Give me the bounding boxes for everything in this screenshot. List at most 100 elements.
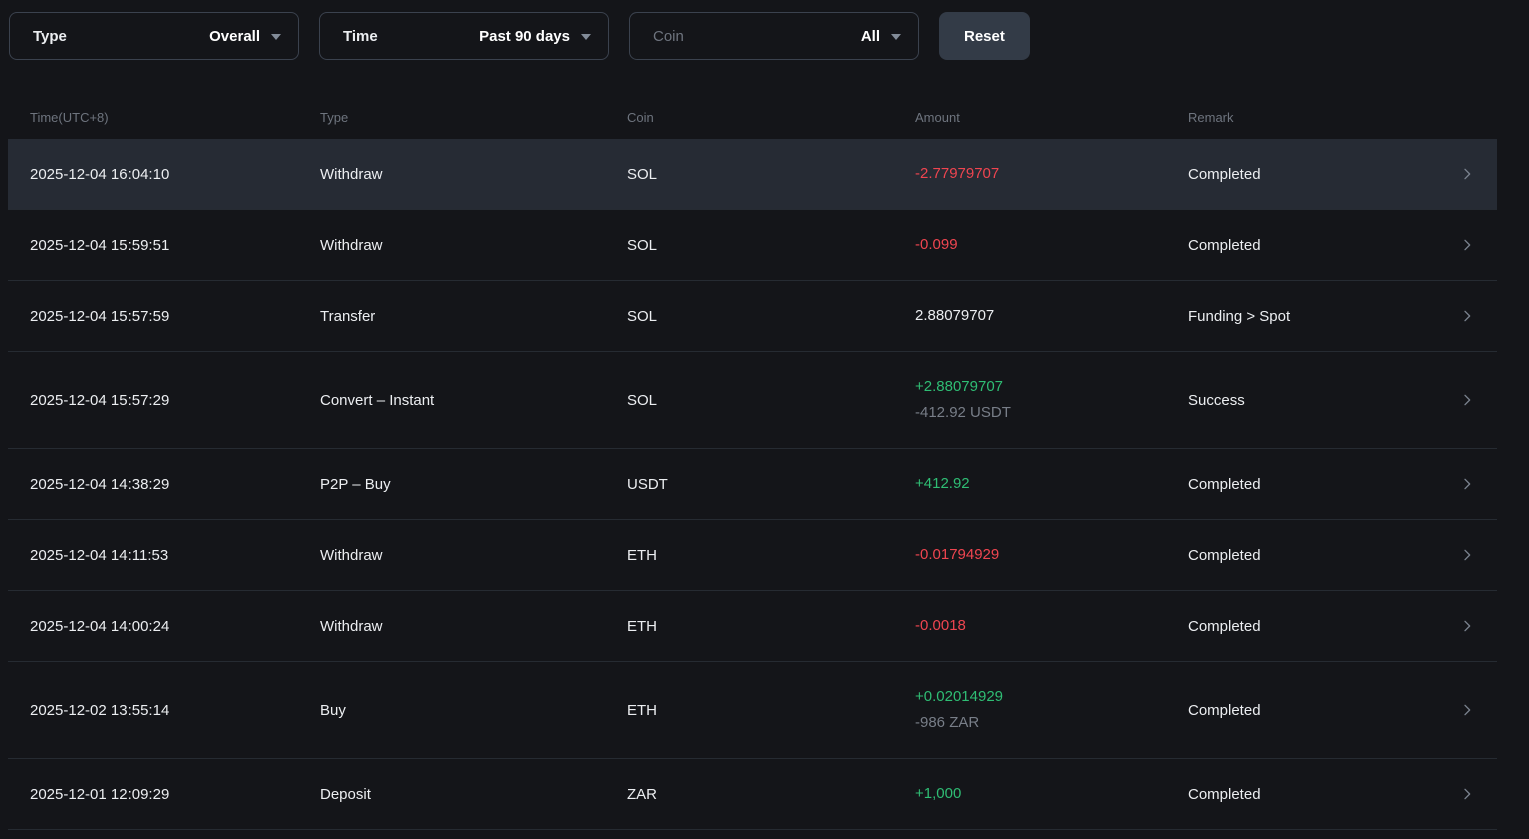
cell-time: 2025-12-04 14:38:29 xyxy=(30,475,170,493)
row-detail-button[interactable] xyxy=(1441,476,1497,492)
filter-time-dropdown[interactable]: Time Past 90 days xyxy=(319,12,609,60)
table-row[interactable]: 2025-12-02 13:55:14 Buy ETH +0.02014929 … xyxy=(8,662,1497,759)
cell-type: Withdraw xyxy=(320,617,383,635)
cell-type: Withdraw xyxy=(320,236,383,254)
cell-time: 2025-12-04 14:00:24 xyxy=(30,617,170,635)
amount-primary: +0.02014929 xyxy=(915,688,1004,705)
amount-primary: -0.099 xyxy=(915,236,958,253)
transaction-table: Time(UTC+8) Type Coin Amount Remark 2025… xyxy=(8,96,1497,830)
cell-time: 2025-12-01 12:09:29 xyxy=(30,785,170,803)
cell-remark: Completed xyxy=(1188,236,1261,254)
reset-button[interactable]: Reset xyxy=(939,12,1030,60)
row-detail-button[interactable] xyxy=(1441,618,1497,634)
chevron-down-icon xyxy=(891,33,901,40)
chevron-down-icon xyxy=(271,33,281,40)
chevron-right-icon xyxy=(1464,549,1471,561)
row-detail-button[interactable] xyxy=(1441,786,1497,802)
cell-type: Buy xyxy=(320,701,346,719)
filter-time-value: Past 90 days xyxy=(479,27,570,45)
table-row[interactable]: 2025-12-04 14:11:53 Withdraw ETH -0.0179… xyxy=(8,520,1497,591)
cell-amount: 2.88079707 xyxy=(915,281,1188,351)
row-detail-button[interactable] xyxy=(1441,166,1497,182)
cell-amount: +1,000 xyxy=(915,759,1188,829)
chevron-right-icon xyxy=(1464,310,1471,322)
cell-time: 2025-12-04 15:59:51 xyxy=(30,236,170,254)
cell-coin: USDT xyxy=(627,475,668,493)
amount-primary: +412.92 xyxy=(915,475,970,492)
chevron-right-icon xyxy=(1464,478,1471,490)
cell-coin: SOL xyxy=(627,307,658,325)
cell-type: Deposit xyxy=(320,785,371,803)
cell-type: Transfer xyxy=(320,307,376,325)
cell-coin: SOL xyxy=(627,165,658,183)
filter-time-label: Time xyxy=(343,27,378,45)
cell-remark: Completed xyxy=(1188,617,1261,635)
amount-primary: -0.0018 xyxy=(915,617,966,634)
row-detail-button[interactable] xyxy=(1441,392,1497,408)
row-detail-button[interactable] xyxy=(1441,702,1497,718)
row-detail-button[interactable] xyxy=(1441,308,1497,324)
cell-coin: ETH xyxy=(627,701,657,719)
cell-coin: SOL xyxy=(627,236,658,254)
chevron-right-icon xyxy=(1464,704,1471,716)
cell-remark: Completed xyxy=(1188,165,1261,183)
cell-type: Withdraw xyxy=(320,165,383,183)
table-row[interactable]: 2025-12-04 14:38:29 P2P – Buy USDT +412.… xyxy=(8,449,1497,520)
amount-primary: -2.77979707 xyxy=(915,165,1000,182)
chevron-right-icon xyxy=(1464,620,1471,632)
cell-time: 2025-12-04 15:57:59 xyxy=(30,307,170,325)
column-header-remark: Remark xyxy=(1188,110,1234,125)
filter-type-value: Overall xyxy=(209,27,260,45)
amount-primary: 2.88079707 xyxy=(915,307,995,324)
chevron-right-icon xyxy=(1464,239,1471,251)
row-detail-button[interactable] xyxy=(1441,237,1497,253)
cell-amount: +412.92 xyxy=(915,449,1188,519)
amount-secondary: -986 ZAR xyxy=(915,714,980,731)
cell-remark: Funding > Spot xyxy=(1188,307,1291,325)
filter-coin-value: All xyxy=(860,27,880,45)
table-header: Time(UTC+8) Type Coin Amount Remark xyxy=(8,96,1497,139)
cell-coin: ETH xyxy=(627,546,657,564)
amount-primary: -0.01794929 xyxy=(915,546,1000,563)
cell-remark: Completed xyxy=(1188,701,1261,719)
table-row[interactable]: 2025-12-04 15:59:51 Withdraw SOL -0.099 … xyxy=(8,210,1497,281)
table-row[interactable]: 2025-12-04 16:04:10 Withdraw SOL -2.7797… xyxy=(8,139,1497,210)
cell-amount: +2.88079707 -412.92 USDT xyxy=(915,352,1188,448)
cell-coin: SOL xyxy=(627,391,658,409)
column-header-coin: Coin xyxy=(627,110,654,125)
cell-amount: -0.01794929 xyxy=(915,520,1188,590)
cell-remark: Success xyxy=(1188,391,1245,409)
cell-amount: -0.099 xyxy=(915,210,1188,280)
filter-coin-dropdown[interactable]: Coin All xyxy=(629,12,919,60)
column-header-time: Time(UTC+8) xyxy=(30,110,109,125)
table-row[interactable]: 2025-12-04 15:57:59 Transfer SOL 2.88079… xyxy=(8,281,1497,352)
column-header-type: Type xyxy=(320,110,349,125)
filter-coin-label: Coin xyxy=(653,27,684,45)
cell-amount: +0.02014929 -986 ZAR xyxy=(915,662,1188,758)
chevron-right-icon xyxy=(1464,168,1471,180)
cell-coin: ZAR xyxy=(627,785,657,803)
cell-type: P2P – Buy xyxy=(320,475,391,493)
cell-remark: Completed xyxy=(1188,475,1261,493)
cell-time: 2025-12-04 14:11:53 xyxy=(30,546,169,564)
chevron-right-icon xyxy=(1464,788,1471,800)
column-header-amount: Amount xyxy=(915,110,960,125)
cell-remark: Completed xyxy=(1188,785,1261,803)
amount-primary: +2.88079707 xyxy=(915,378,1004,395)
amount-primary: +1,000 xyxy=(915,785,962,802)
table-row[interactable]: 2025-12-04 15:57:29 Convert – Instant SO… xyxy=(8,352,1497,449)
cell-time: 2025-12-04 15:57:29 xyxy=(30,391,170,409)
transaction-rows: 2025-12-04 16:04:10 Withdraw SOL -2.7797… xyxy=(8,139,1497,830)
row-detail-button[interactable] xyxy=(1441,547,1497,563)
filter-type-label: Type xyxy=(33,27,67,45)
cell-time: 2025-12-02 13:55:14 xyxy=(30,701,170,719)
chevron-down-icon xyxy=(581,33,591,40)
cell-type: Withdraw xyxy=(320,546,383,564)
filter-type-dropdown[interactable]: Type Overall xyxy=(9,12,299,60)
cell-amount: -2.77979707 xyxy=(915,139,1188,209)
amount-secondary: -412.92 USDT xyxy=(915,404,1011,421)
cell-remark: Completed xyxy=(1188,546,1261,564)
cell-time: 2025-12-04 16:04:10 xyxy=(30,165,170,183)
table-row[interactable]: 2025-12-01 12:09:29 Deposit ZAR +1,000 C… xyxy=(8,759,1497,830)
table-row[interactable]: 2025-12-04 14:00:24 Withdraw ETH -0.0018… xyxy=(8,591,1497,662)
